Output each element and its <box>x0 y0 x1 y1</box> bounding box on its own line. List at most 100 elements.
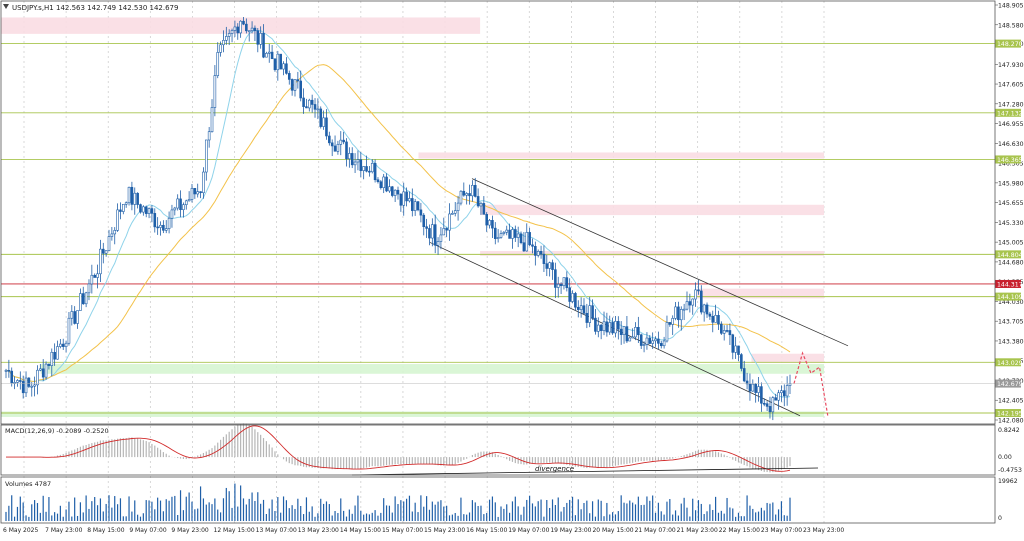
candle-body <box>328 135 331 144</box>
candle-body <box>73 311 76 324</box>
candle-body <box>216 52 220 76</box>
candle-body <box>139 204 142 213</box>
candle-body <box>728 330 732 336</box>
candle-body <box>582 305 586 314</box>
pink-zone <box>696 288 825 299</box>
candle-body <box>402 191 406 206</box>
candle-body <box>276 53 280 71</box>
candle-body <box>36 369 39 386</box>
candle-body <box>625 326 629 342</box>
candle-body <box>379 181 383 189</box>
candle-body <box>156 226 159 229</box>
candle-body <box>133 192 137 205</box>
price-tick-label: 145.330 <box>998 220 1024 227</box>
candle-body <box>230 30 234 34</box>
candle-body <box>665 322 669 342</box>
candle-body <box>768 406 772 413</box>
candle-body <box>233 26 237 31</box>
candle-body <box>545 263 549 269</box>
candle-body <box>771 397 775 413</box>
candle-body <box>285 63 288 74</box>
candle-body <box>296 79 300 82</box>
candle-body <box>585 312 589 323</box>
candle-body <box>147 208 151 214</box>
level-price-tag <box>995 292 1021 301</box>
candle-body <box>61 343 65 347</box>
candle-body <box>471 185 474 197</box>
price-tick-label: 145.980 <box>998 180 1024 187</box>
candle-body <box>679 309 683 321</box>
candle-body <box>279 53 282 70</box>
candle-body <box>548 262 551 269</box>
level-price-tag <box>995 358 1021 367</box>
candle-body <box>499 233 503 238</box>
time-label: 21 May 07:00 <box>635 527 676 534</box>
candle-body <box>711 315 715 323</box>
candle-body <box>596 324 600 332</box>
macd-signal-line <box>6 425 791 472</box>
chevron-down-icon[interactable] <box>3 4 9 9</box>
candle-body <box>462 190 466 196</box>
price-tick-label: 142.080 <box>998 418 1024 425</box>
candle-body <box>4 370 8 372</box>
candle-body <box>405 191 408 202</box>
candle-body <box>299 80 303 99</box>
candle-body <box>602 321 606 331</box>
candle-body <box>24 377 28 394</box>
price-tick-label: 146.305 <box>998 161 1024 168</box>
candle-body <box>748 383 752 392</box>
candle-body <box>453 210 457 214</box>
candle-body <box>536 251 540 256</box>
candle-body <box>614 321 617 334</box>
candle-body <box>668 322 672 325</box>
candle-body <box>519 233 523 244</box>
panel-borders <box>0 0 996 524</box>
candle-body <box>305 106 308 109</box>
candle-body <box>19 380 22 382</box>
level-price-tag <box>995 39 1021 48</box>
candle-body <box>267 51 271 54</box>
candle-body <box>551 262 554 270</box>
candle-body <box>21 381 25 394</box>
volume-panel <box>5 483 791 521</box>
candle-body <box>456 202 460 211</box>
candle-body <box>7 370 11 372</box>
candle-body <box>84 292 88 305</box>
candle-body <box>44 363 48 378</box>
candle-body <box>436 241 440 246</box>
candle-body <box>514 229 517 238</box>
candle-body <box>96 273 99 278</box>
candle-body <box>302 97 305 107</box>
candle-body <box>542 253 546 264</box>
candle-body <box>325 117 328 137</box>
candle-body <box>605 321 609 333</box>
candle-body <box>390 186 394 196</box>
candle-body <box>433 224 437 246</box>
candle-body <box>116 209 119 231</box>
candle-body <box>16 380 19 383</box>
level-price-label: 144.804 <box>997 252 1023 259</box>
candle-body <box>227 33 231 37</box>
candle-body <box>425 226 428 229</box>
candle-body <box>136 192 139 205</box>
candle-body <box>213 75 217 108</box>
candle-body <box>465 193 468 196</box>
candle-body <box>408 198 411 202</box>
pink-zone <box>480 204 825 216</box>
candle-body <box>731 334 735 353</box>
time-label: 14 May 15:00 <box>340 527 381 534</box>
candle-body <box>388 186 391 192</box>
candle-body <box>359 159 363 171</box>
price-tick-label: 147.930 <box>998 62 1024 69</box>
candle-body <box>282 63 285 70</box>
candle-body <box>144 206 148 214</box>
candle-body <box>576 306 580 310</box>
time-label: 22 May 15:00 <box>719 527 760 534</box>
time-label: 9 May 07:00 <box>129 527 167 534</box>
candle-body <box>262 32 265 58</box>
level-price-tag <box>995 250 1021 259</box>
candle-body <box>591 305 594 319</box>
candle-body <box>373 162 377 181</box>
